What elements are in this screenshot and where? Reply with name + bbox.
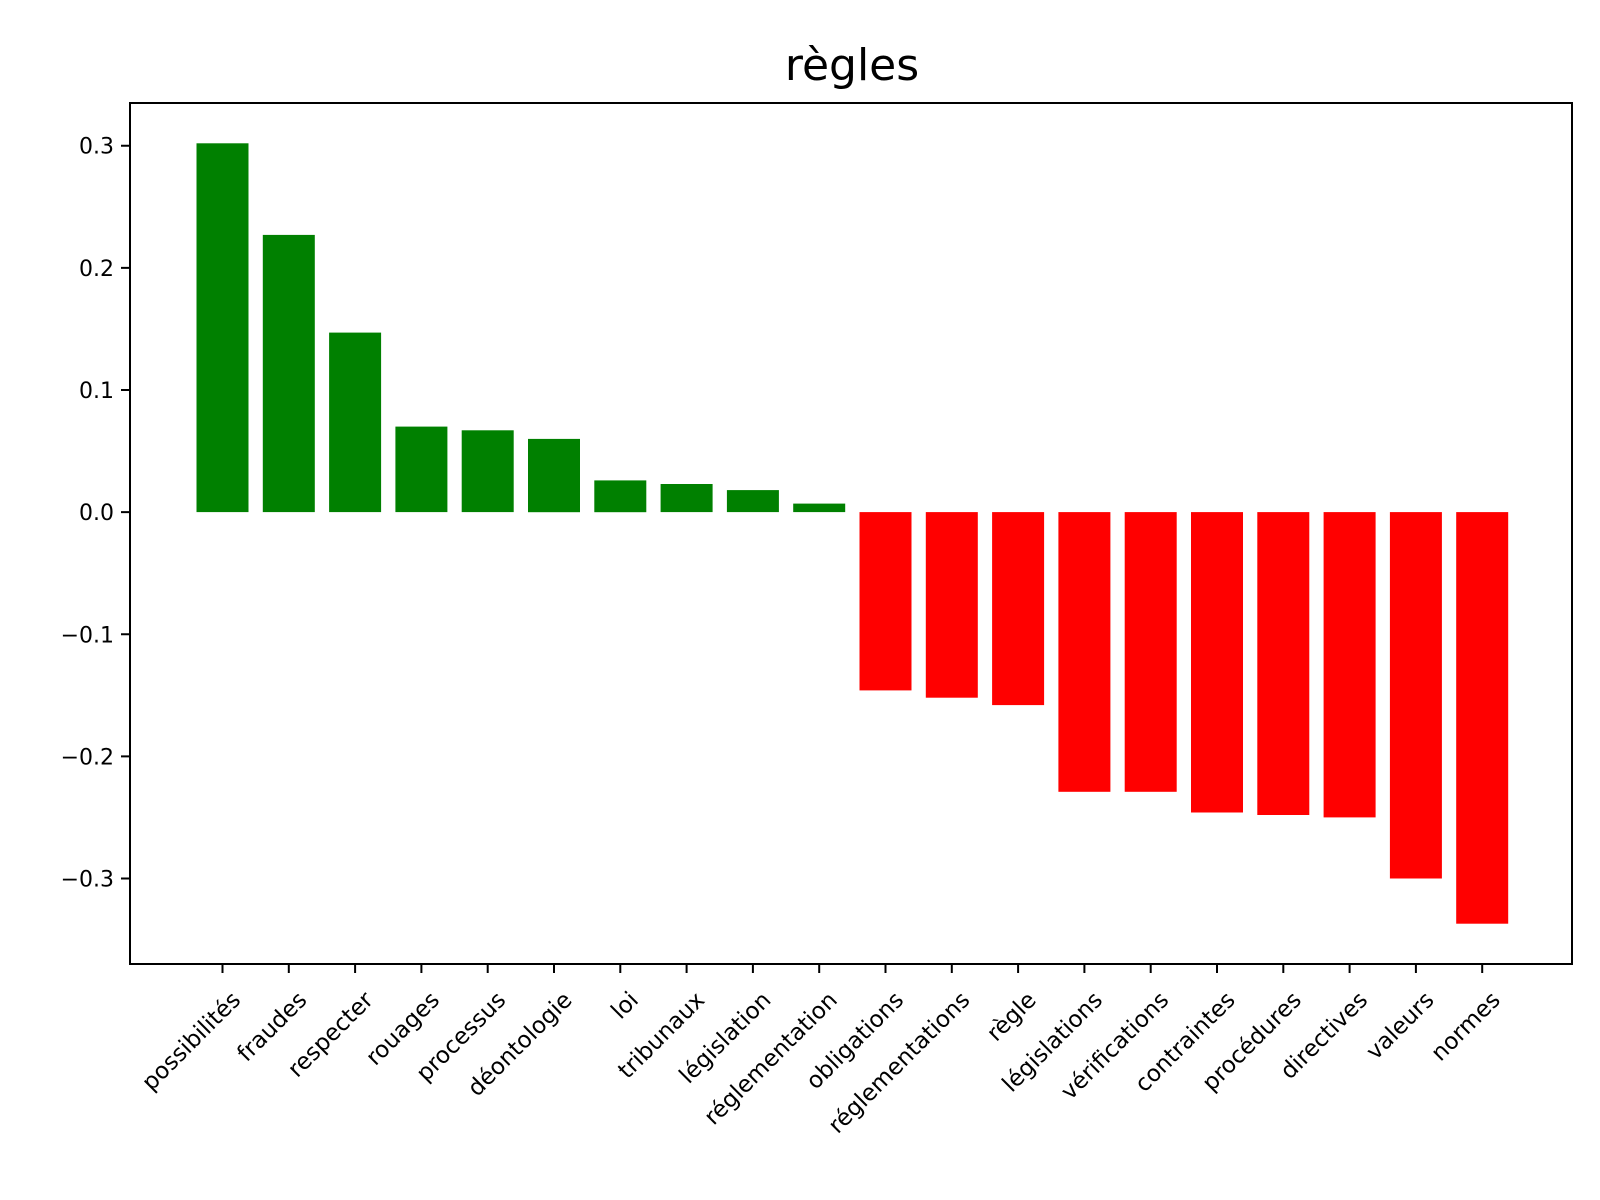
chart-title: règles (785, 40, 919, 91)
bars-group (196, 143, 1509, 924)
y-tick-label-5: −0.2 (61, 745, 114, 770)
y-tick-label-2: 0.1 (79, 379, 114, 404)
bar-12 (992, 512, 1045, 706)
x-tick-label-0: possibilités (137, 987, 246, 1096)
x-tick-label-12: règle (982, 987, 1042, 1047)
bar-11 (925, 512, 978, 698)
x-tick-label-19: normes (1426, 987, 1505, 1066)
bar-8 (726, 490, 779, 513)
y-tick-label-6: −0.3 (61, 868, 114, 893)
bar-14 (1124, 512, 1177, 792)
bar-6 (594, 480, 647, 513)
x-tick-label-18: valeurs (1361, 987, 1439, 1065)
bar-0 (196, 143, 249, 513)
y-tick-label-0: 0.3 (79, 135, 114, 160)
y-axis: 0.3 0.2 0.1 0.0 −0.1 −0.2 −0.3 (61, 135, 130, 893)
bar-18 (1389, 512, 1442, 879)
bar-16 (1257, 512, 1310, 815)
bar-15 (1191, 512, 1243, 813)
bar-4 (461, 430, 514, 513)
bar-13 (1058, 512, 1111, 792)
y-tick-label-1: 0.2 (79, 257, 114, 282)
bar-5 (528, 438, 580, 513)
bar-9 (793, 503, 846, 513)
bar-3 (395, 426, 448, 513)
y-tick-label-4: −0.1 (61, 623, 114, 648)
bar-2 (329, 332, 382, 513)
bar-19 (1456, 512, 1509, 924)
x-tick-label-6: loi (606, 987, 643, 1024)
bar-17 (1323, 512, 1376, 818)
bar-1 (262, 234, 315, 513)
bar-10 (859, 512, 912, 691)
x-axis: possibilitésfraudesrespecterrouagesproce… (137, 964, 1506, 1139)
y-tick-label-3: 0.0 (79, 501, 114, 526)
plot-frame (129, 102, 1573, 965)
bar-7 (660, 484, 713, 513)
